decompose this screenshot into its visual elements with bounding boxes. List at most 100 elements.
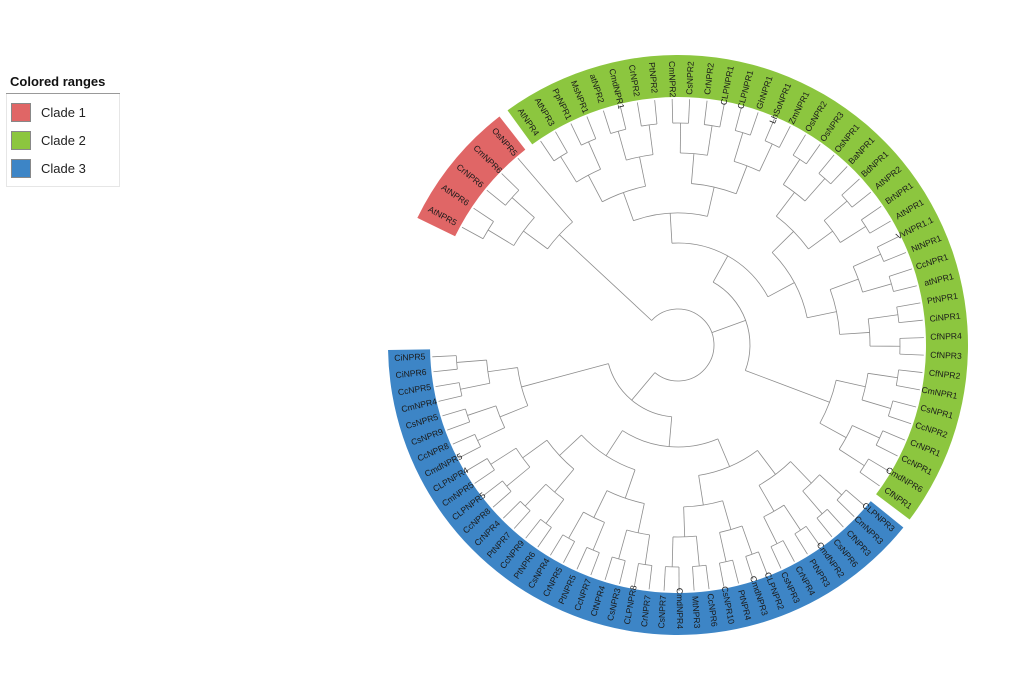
tree-branch — [474, 469, 495, 484]
tree-branch — [745, 556, 754, 580]
tree-branch — [899, 337, 924, 339]
tree-branch — [794, 533, 808, 555]
tree-branch — [492, 491, 512, 508]
tree-branch — [586, 116, 597, 139]
tree-branch — [882, 430, 906, 441]
tree-branch — [639, 156, 646, 187]
tree-branch — [899, 353, 924, 356]
tree-branch — [696, 536, 700, 567]
tree-branch — [869, 220, 891, 234]
tree-branch — [862, 283, 892, 293]
tree-branch-arc — [520, 501, 531, 511]
tree-branch-arc — [486, 360, 491, 384]
legend-items: Clade 1 Clade 2 Clade 3 — [6, 94, 120, 187]
leaf-label: CfNPR2 — [928, 368, 961, 381]
tree-branch-arc — [861, 219, 871, 234]
tree-branch — [633, 563, 639, 588]
tree-branch — [605, 430, 623, 456]
tree-branch — [841, 178, 860, 196]
tree-branch — [631, 372, 656, 401]
tree-branch-arc — [692, 564, 707, 567]
tree-branch — [819, 422, 847, 438]
tree-branch — [522, 439, 548, 459]
tree-branch — [619, 105, 627, 130]
tree-branch — [859, 471, 880, 487]
tree-branch — [433, 368, 458, 373]
tree-branch — [545, 499, 565, 524]
tree-branch — [637, 503, 645, 533]
tree-branch — [840, 226, 866, 243]
tree-branch — [511, 197, 535, 218]
clade-1-range — [417, 116, 526, 237]
tree-branch — [758, 485, 775, 512]
tree-branch-arc — [622, 430, 719, 448]
tree-branch-arc — [474, 434, 481, 447]
tree-branch — [735, 165, 748, 194]
tree-branch-arc — [515, 447, 531, 468]
tree-branch — [805, 144, 821, 165]
tree-branch-arc — [581, 138, 596, 146]
tree-branch — [802, 490, 823, 515]
tree-branch — [525, 519, 541, 539]
tree-branch — [486, 189, 506, 206]
tree-branch-arc — [482, 221, 494, 239]
tree-branch-arc — [547, 221, 573, 250]
tree-branch — [741, 525, 753, 555]
tree-branch — [460, 382, 490, 390]
tree-branch — [861, 205, 882, 221]
tree-branch — [688, 99, 691, 124]
tree-branch — [517, 157, 573, 223]
tree-branch — [782, 540, 795, 562]
tree-branch — [501, 173, 520, 191]
leaf-label: CfNPR4 — [930, 331, 962, 342]
tree-branch — [823, 200, 848, 221]
tree-branch — [818, 154, 835, 174]
clade-3-swatch — [11, 158, 31, 178]
tree-branch — [868, 314, 898, 320]
tree-branch — [733, 132, 744, 162]
tree-branch — [888, 268, 913, 277]
tree-branch — [442, 408, 466, 417]
tree-branch — [888, 415, 912, 425]
tree-branch — [624, 469, 636, 499]
tree-branch — [477, 427, 505, 441]
tree-branch-arc — [887, 400, 894, 417]
tree-branch — [447, 421, 470, 431]
tree-branch — [719, 563, 725, 587]
tree-branch — [896, 385, 920, 391]
leaf-label: PtNPR2 — [647, 62, 660, 94]
tree-branch — [770, 546, 782, 569]
tree-branch-arc — [455, 355, 458, 370]
tree-branch — [826, 509, 844, 528]
tree-branch-arc — [758, 461, 791, 486]
tree-branch-arc — [712, 281, 751, 371]
clade-3-range — [388, 349, 904, 635]
tree-branch-arc — [859, 458, 869, 473]
leaf-label: MtNPR3 — [690, 596, 702, 629]
tree-branch — [892, 400, 917, 408]
tree-branch — [861, 399, 891, 409]
tree-branch — [711, 319, 746, 334]
tree-branch — [456, 359, 487, 363]
legend-item-clade-1: Clade 1 — [7, 98, 119, 126]
tree-branch — [593, 490, 608, 518]
tree-branch-arc — [770, 540, 784, 547]
tree-branch — [836, 379, 866, 388]
tree-branch — [669, 213, 673, 244]
tree-branch-arc — [876, 246, 885, 262]
tree-branch — [717, 438, 730, 467]
clade-2-swatch — [11, 130, 31, 150]
tree-branch — [587, 175, 603, 202]
tree-branch — [487, 367, 518, 373]
legend: Colored ranges Clade 1 Clade 2 Clade 3 — [6, 72, 120, 187]
tree-branch — [898, 319, 923, 324]
leaf-label: CiNPR6 — [395, 367, 427, 380]
leaf-label: CmdNPR4 — [675, 588, 685, 629]
clade-1-swatch — [11, 102, 31, 122]
tree-branch — [838, 449, 865, 467]
tree-branch — [883, 252, 907, 262]
tree-branch — [712, 255, 729, 283]
tree-branch — [719, 532, 727, 562]
tree-branch — [868, 458, 890, 472]
